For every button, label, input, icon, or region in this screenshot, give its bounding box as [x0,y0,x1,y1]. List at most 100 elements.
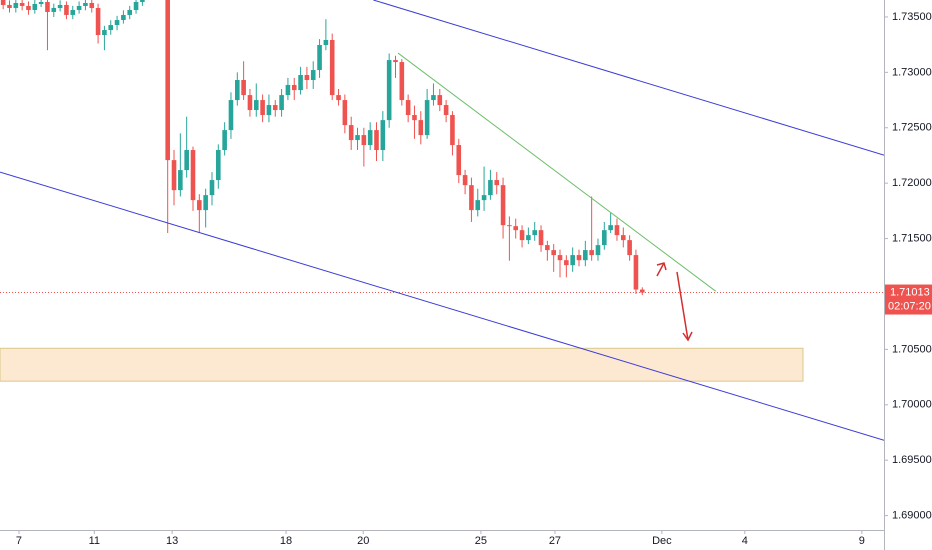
y-tick-label: 1.72000 [892,177,932,189]
candle-body [64,4,69,15]
candle-body [304,75,310,81]
candle-body [329,40,335,96]
candle-body [178,170,183,191]
candle-body [418,120,424,136]
y-tick-label: 1.70000 [892,399,932,411]
candle-body [437,95,443,106]
candle-body [140,0,145,2]
candle-body [583,250,588,261]
candle-body [456,145,462,176]
candle-body [342,100,348,126]
candle-body [165,0,170,161]
candle-body [323,40,329,45]
candle-body [500,185,506,226]
candle-body [222,130,227,151]
candle-body [19,2,25,6]
y-tick-label: 1.72500 [892,122,932,134]
y-tick-label: 1.70500 [892,343,932,355]
candle-body [279,95,284,111]
candle-body [0,0,6,5]
candle-body [355,135,360,141]
candle-body [317,44,322,71]
candle-body [310,70,316,81]
candle-body [633,255,639,290]
candle-body [424,100,430,136]
candle-body [393,60,398,63]
candle-body [253,100,259,111]
candle-body [203,195,208,211]
candle-body [89,2,95,8]
candle-body [532,230,538,236]
candle-body [570,255,575,266]
candle-body [639,289,645,293]
candle-body [494,180,500,186]
candle-body [7,4,12,8]
candle-body [184,150,189,171]
last-price-label: 1.71013 [890,286,930,298]
candle-body [367,130,373,146]
candle-body [564,260,569,266]
candle-body [114,20,120,26]
candle-body [526,235,531,241]
candle-body [507,225,512,227]
candle-body [551,250,556,256]
annotation-arrows [656,262,693,342]
candle-body [412,115,417,121]
candle-body [121,14,126,21]
candle-body [260,100,265,116]
x-tick-label: 18 [280,535,292,547]
candle-body [545,245,550,251]
candle-body [76,5,82,10]
candle-body [70,9,76,15]
candle-body [51,7,57,12]
x-tick-label: 4 [742,535,748,547]
candle-body [13,2,19,8]
candle-body [171,160,177,191]
candle-body [102,30,107,36]
candle-body [602,230,607,246]
candle-body [519,230,525,241]
y-tick-label: 1.69500 [892,454,932,466]
x-tick-label: Dec [652,535,672,547]
x-tick-label: 7 [16,535,22,547]
candle-body [209,180,215,196]
plot-area [0,0,884,441]
arrow-up [656,262,665,277]
candle-body [38,1,44,4]
trend-line [0,171,884,441]
trend-line [397,52,716,292]
y-tick-label: 1.73000 [892,66,932,78]
candle-body [488,180,493,196]
candle-body [133,1,139,10]
candle-body [127,9,133,15]
candle-body [608,225,613,231]
candle-body [247,95,253,111]
x-tick-label: 9 [859,535,865,547]
candle-body [57,4,63,8]
countdown-label: 02:07:20 [888,300,931,312]
candle-body [443,105,449,116]
candle-body [32,3,38,10]
candle-body [216,150,221,181]
candle-body [45,1,50,12]
axes: 1.73500 1.73000 1.72500 1.72000 1.71500 1.705… [16,11,932,547]
candle-body [361,135,367,146]
candle-body [627,240,632,256]
candle-body [380,120,386,151]
arrow-up-head [656,262,667,271]
candle-body [26,5,31,10]
last-price-badge [885,284,932,315]
y-tick-label: 1.69000 [892,510,932,522]
candle-body [475,200,481,211]
candle-body [538,230,544,246]
candle-body [108,25,114,31]
candle-body [386,60,392,121]
candle-body [285,84,291,96]
candle-body [481,195,487,201]
candle-body [291,84,297,91]
candle-body [298,75,303,91]
candle-body [336,95,341,101]
candle-body [620,235,626,241]
